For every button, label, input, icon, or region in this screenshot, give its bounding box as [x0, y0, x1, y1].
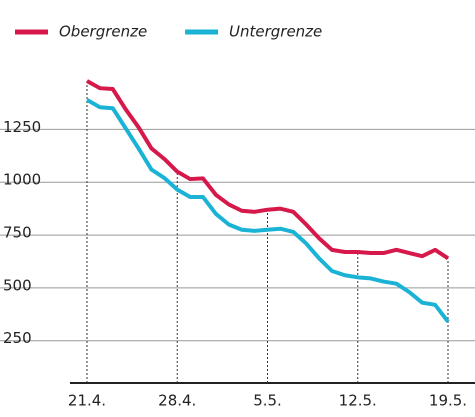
x-tick-label: 28.4.: [158, 392, 196, 410]
y-tick-label: 500: [3, 276, 32, 294]
series-line: [86, 98, 450, 323]
y-tick-label: 750: [3, 224, 32, 242]
x-tick-label: 19.5.: [429, 392, 467, 410]
series-line: [86, 79, 450, 260]
y-tick-label: 250: [3, 329, 32, 347]
y-tick-label: 1250: [3, 118, 41, 136]
x-tick-label: 5.5.: [253, 392, 282, 410]
x-tick-label: 21.4.: [68, 392, 106, 410]
legend-label: Obergrenze: [59, 23, 147, 41]
x-tick-label: 12.5.: [339, 392, 377, 410]
legend-label: Untergrenze: [229, 23, 322, 41]
y-tick-label: 1000: [3, 171, 41, 189]
